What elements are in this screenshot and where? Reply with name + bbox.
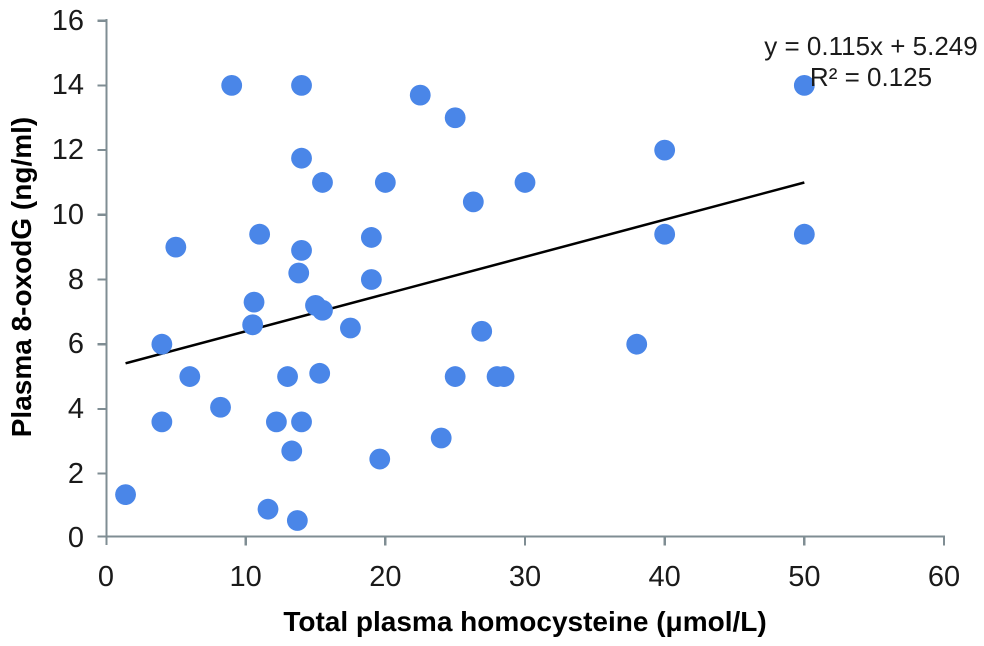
data-point <box>444 107 466 129</box>
data-point <box>360 269 382 290</box>
data-point <box>249 223 271 245</box>
data-point <box>312 172 333 193</box>
data-point <box>793 223 815 245</box>
y-tick-label: 14 <box>51 69 84 102</box>
y-tick-label: 10 <box>51 198 84 231</box>
data-point <box>409 84 431 106</box>
x-tick-label: 10 <box>229 561 262 593</box>
y-tick-label: 12 <box>51 134 84 167</box>
data-point <box>291 75 312 96</box>
data-point <box>793 75 815 96</box>
r-squared-text: R² = 0.125 <box>809 62 933 92</box>
data-point <box>243 291 265 313</box>
x-axis-title: Total plasma homocysteine (μmol/L) <box>283 606 767 637</box>
data-point <box>286 510 308 531</box>
data-point <box>265 411 287 433</box>
data-point <box>242 314 264 336</box>
data-point <box>281 440 303 462</box>
data-point <box>462 191 484 213</box>
data-point <box>221 75 243 96</box>
trendline-equation-text: y = 0.115x + 5.249 <box>764 31 978 61</box>
data-point <box>309 362 331 384</box>
y-tick-label: 2 <box>67 457 84 490</box>
data-point <box>151 333 173 355</box>
data-point <box>165 236 187 258</box>
data-point <box>374 172 396 193</box>
data-point <box>179 366 201 387</box>
trendline <box>125 181 805 365</box>
data-point <box>115 484 136 506</box>
y-tick-label: 8 <box>67 263 84 296</box>
data-point <box>340 317 361 339</box>
data-point <box>291 147 312 169</box>
data-point <box>514 172 536 193</box>
data-point <box>654 223 676 245</box>
data-point <box>493 366 515 387</box>
y-tick-label: 0 <box>67 522 84 555</box>
data-point <box>312 299 333 321</box>
data-point <box>291 411 312 433</box>
data-point <box>291 239 312 261</box>
x-tick-label: 0 <box>97 561 115 593</box>
data-point <box>360 227 382 248</box>
data-point <box>430 427 452 449</box>
y-tick-label: 6 <box>67 328 84 361</box>
data-point <box>210 396 231 418</box>
x-tick-label: 60 <box>927 561 961 593</box>
trendline-annotation: y = 0.115x + 5.249 R² = 0.125 <box>756 31 984 93</box>
y-tick-label: 4 <box>67 392 84 425</box>
data-point <box>626 333 648 355</box>
data-point <box>444 366 466 387</box>
x-tick-label: 40 <box>648 561 681 593</box>
x-tick-label: 30 <box>508 561 542 593</box>
data-point <box>369 448 391 470</box>
data-point <box>654 139 676 161</box>
data-point <box>288 262 310 284</box>
data-point <box>277 366 298 387</box>
data-point <box>471 320 493 342</box>
data-point <box>151 411 173 433</box>
x-tick-label: 50 <box>788 561 821 593</box>
y-tick-label: 16 <box>51 4 84 37</box>
x-tick-label: 20 <box>369 561 402 593</box>
data-point <box>257 498 279 520</box>
